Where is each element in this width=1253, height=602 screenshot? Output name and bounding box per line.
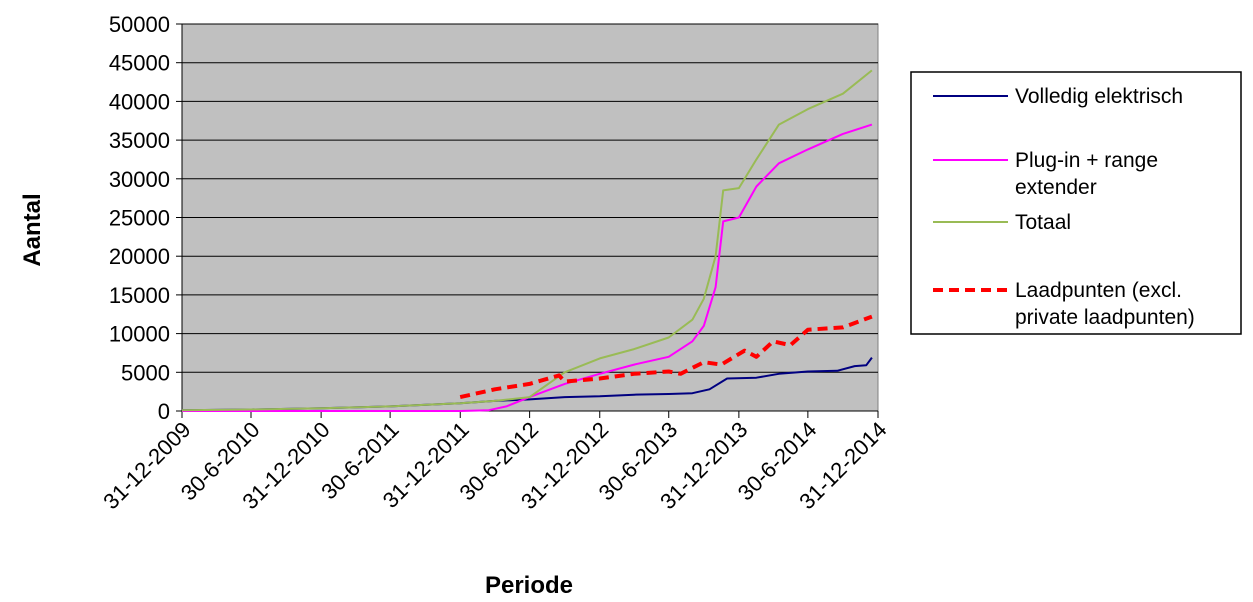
y-tick-label: 15000 — [109, 283, 170, 308]
legend-label: extender — [1015, 176, 1097, 199]
x-axis-title: Periode — [485, 572, 573, 599]
y-tick-label: 5000 — [121, 360, 170, 385]
legend-label: Totaal — [1015, 211, 1071, 234]
x-tick-label: 31-12-2009 — [98, 417, 195, 514]
legend-label: Volledig elektrisch — [1015, 85, 1183, 108]
y-axis-title: Aantal — [19, 193, 46, 266]
series-line-4 — [459, 314, 873, 400]
y-tick-label: 0 — [158, 399, 170, 424]
legend: Volledig elektrisch Plug-in + range extend… — [910, 71, 1242, 335]
y-axis: 0 5000 10000 15000 20000 25000 30000 35000 40000… — [109, 12, 183, 424]
series-line-2 — [182, 123, 873, 412]
y-tick-label: 45000 — [109, 51, 170, 76]
series-line-3 — [181, 69, 873, 412]
legend-label: Plug-in + range — [1015, 149, 1158, 172]
series-lines — [181, 69, 873, 412]
y-tick-label: 20000 — [109, 244, 170, 269]
y-tick-label: 35000 — [109, 128, 170, 153]
y-tick-label: 10000 — [109, 322, 170, 347]
legend-label: Laadpunten (excl. — [1015, 279, 1182, 302]
y-tick-label: 25000 — [109, 206, 170, 231]
y-tick-label: 40000 — [109, 89, 170, 114]
legend-label: private laadpunten) — [1015, 306, 1195, 329]
x-axis: 31-12-200930-6-201031-12-201030-6-201131… — [98, 410, 892, 514]
gridlines — [182, 23, 878, 373]
y-tick-label: 30000 — [109, 167, 170, 192]
y-tick-label: 50000 — [109, 12, 170, 37]
